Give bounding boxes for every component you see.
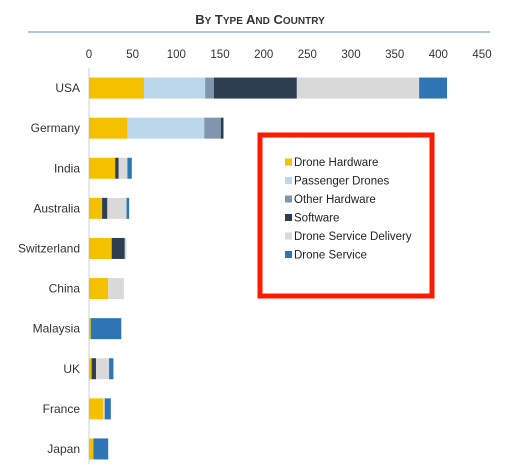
bar-segment [93,438,109,460]
category-label: USA [55,81,80,95]
bar-segment [115,157,119,179]
bar-segment [109,358,114,380]
x-tick-label: 450 [472,49,491,61]
category-label: UK [63,362,80,376]
category-label: Malaysia [33,322,81,336]
legend-label: Other Hardware [294,194,376,206]
category-label: France [43,402,81,416]
bar-segment [127,157,132,179]
bars [89,77,448,460]
bar-segment [89,77,145,99]
legend-label: Drone Service Delivery [294,231,412,243]
x-tick-label: 150 [210,49,229,61]
legend: Drone Hardware Passenger Drones Other Hard… [257,132,435,299]
bar-segment [89,438,94,460]
category-label: Germany [31,121,80,135]
x-tick-label: 250 [298,49,317,61]
bar-segment [220,117,224,139]
bar-segment [104,398,111,420]
bar-segment [213,77,297,99]
x-tick-label: 100 [167,49,186,61]
bar-segment [108,278,124,300]
bar-segment [144,77,206,99]
bar-segment [89,358,92,380]
x-tick-label: 400 [429,49,448,61]
legend-swatch [285,251,292,258]
bar-segment [205,77,214,99]
bar-segment [102,398,105,420]
legend-label: Drone Hardware [294,157,378,169]
category-label: Australia [33,201,80,215]
x-tick-label: 300 [341,49,360,61]
y-axis: USA Germany India Australia Switzerland China… [18,81,80,456]
x-tick-label: 0 [86,49,92,61]
bar-segment [90,318,122,340]
category-label: India [54,161,80,175]
bar-segment [89,157,116,179]
x-tick-label: 200 [254,49,273,61]
legend-highlight-box [257,132,435,299]
legend-label: Passenger Drones [294,176,389,188]
bar-segment [89,117,128,139]
category-label: Switzerland [18,241,80,255]
bar-segment [95,358,110,380]
bar-segment [91,358,96,380]
bar-segment [126,197,130,219]
category-label: Japan [47,442,80,456]
bar-segment [102,197,108,219]
bar-segment [89,197,103,219]
x-tick-label: 350 [385,49,404,61]
bar-segment [89,278,109,300]
legend-swatch [285,158,292,166]
bar-segment [89,237,112,259]
legend-swatch [285,214,292,221]
chart-title: BY TYPE AND COUNTRY [195,12,325,27]
bar-segment [296,77,420,99]
legend-swatch [285,195,292,203]
bar-segment [89,318,91,340]
legend-label: Software [294,213,339,225]
bar-segment [118,157,128,179]
x-tick-label: 50 [126,49,139,61]
bar-segment [124,237,127,259]
bar-segment [107,197,127,219]
category-label: China [49,282,81,296]
legend-label: Drone Service [294,250,367,262]
bar-segment [204,117,221,139]
bar-segment [127,117,205,139]
legend-swatch [285,177,292,184]
bar-segment [111,237,125,259]
x-axis: 0 50 100 150 200 250 300 350 400 450 [86,49,492,61]
bar-segment [89,398,103,420]
legend-swatch [285,232,292,240]
bar-segment [419,77,448,99]
